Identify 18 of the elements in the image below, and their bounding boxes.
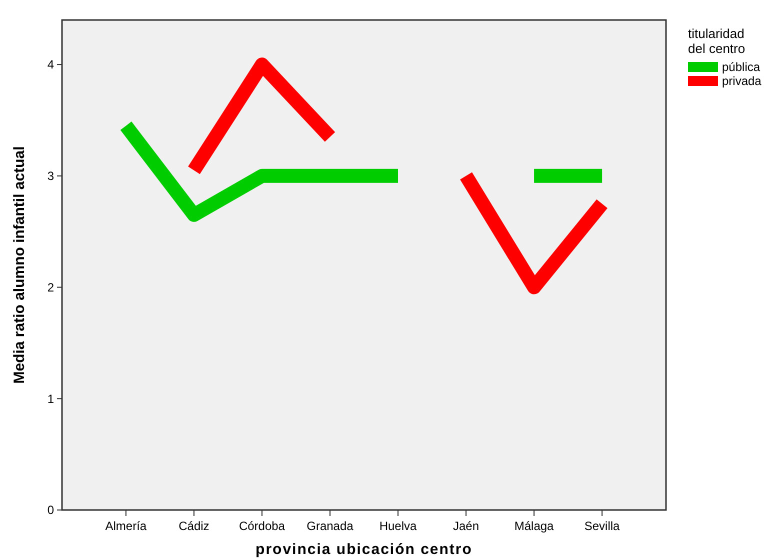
- y-tick-label: 1: [47, 392, 54, 406]
- y-axis-title: Media ratio alumno infantil actual: [11, 146, 28, 384]
- x-axis-title: provincia ubicación centro: [256, 541, 472, 558]
- x-tick-label: Jaén: [453, 519, 480, 533]
- y-tick-label: 4: [47, 58, 54, 72]
- legend-title: titularidad del centro: [688, 26, 746, 56]
- legend-label: pública: [722, 60, 760, 74]
- x-tick-label: Málaga: [514, 519, 554, 533]
- x-tick-label: Huelva: [379, 519, 418, 533]
- x-tick-label: Cádiz: [178, 519, 210, 533]
- y-tick-label: 3: [47, 169, 54, 184]
- legend-label: privada: [722, 74, 762, 88]
- y-tick-label: 2: [47, 280, 54, 294]
- y-tick-label: 0: [47, 503, 54, 518]
- x-tick-label: Granada: [306, 519, 354, 533]
- x-tick-label: Almería: [105, 519, 147, 533]
- x-tick-label: Sevilla: [584, 519, 620, 533]
- x-tick-label: Córdoba: [238, 519, 286, 533]
